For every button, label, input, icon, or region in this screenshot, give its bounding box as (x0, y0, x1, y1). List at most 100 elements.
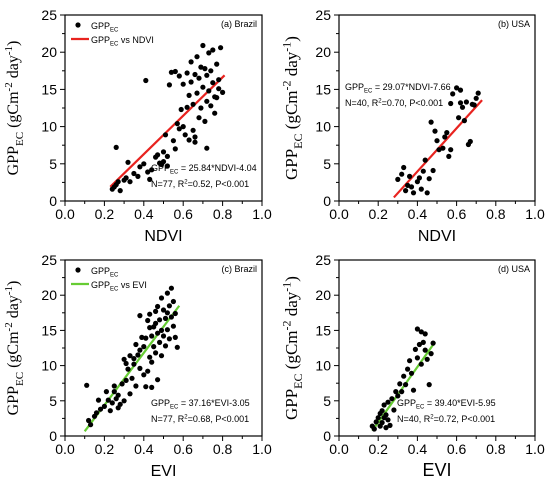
data-point (459, 104, 466, 110)
data-point (105, 397, 111, 403)
data-point (164, 163, 170, 169)
data-point (166, 336, 172, 342)
data-point (143, 384, 149, 390)
x-tick-label: 0.2 (368, 206, 388, 222)
data-point (121, 356, 127, 362)
data-point (418, 329, 424, 335)
legend-entry-label: GPPEC (91, 266, 119, 279)
x-axis-label: NDVI (144, 228, 182, 245)
data-point (471, 102, 477, 108)
data-point (149, 167, 155, 173)
data-point (381, 402, 387, 408)
data-point (158, 353, 165, 359)
x-tick-label: 1.0 (252, 441, 272, 457)
data-point (200, 84, 206, 90)
panel-label: (d) USA (498, 264, 530, 274)
data-point (133, 383, 139, 389)
panel-label: (a) Brazil (221, 19, 257, 29)
data-point (416, 175, 422, 181)
y-tick-label: 20 (41, 287, 57, 303)
x-tick-label: 0.0 (55, 441, 75, 457)
data-point (143, 335, 149, 341)
data-point (399, 389, 405, 395)
data-point (216, 77, 222, 83)
data-point (149, 384, 155, 390)
data-point (467, 138, 473, 145)
data-point (206, 50, 212, 56)
data-point (149, 359, 155, 365)
data-point (111, 383, 117, 389)
y-tick-label: 15 (41, 322, 57, 338)
data-point (170, 323, 176, 329)
data-point (444, 130, 450, 136)
y-tick-label: 25 (41, 7, 57, 23)
panel-b: 0.0 0.2 0.4 0.6 0.8 1.0 0 5 10 15 20 25 NDVI GPPEC (g… (280, 7, 545, 245)
y-tick-label: 10 (41, 358, 57, 374)
data-point (391, 407, 397, 413)
data-point (135, 352, 141, 358)
data-point (202, 118, 208, 124)
plot-frame (338, 14, 536, 202)
data-point (139, 334, 145, 340)
data-point (434, 138, 440, 144)
data-point (408, 184, 415, 190)
data-point (407, 173, 413, 179)
data-point (210, 80, 216, 86)
y-tick-label: 0 (323, 193, 331, 209)
data-point (101, 403, 107, 409)
data-point (383, 425, 389, 431)
y-tick-label: 5 (49, 393, 57, 409)
y-tick-label: 10 (315, 358, 331, 374)
data-point (141, 372, 147, 378)
panel-label: (c) Brazil (222, 264, 258, 274)
legend-marker (75, 22, 81, 28)
data-point (162, 315, 169, 321)
data-point (422, 347, 428, 353)
data-point (393, 389, 399, 395)
data-point (151, 344, 157, 350)
y-tick-label: 10 (41, 119, 57, 135)
data-point (180, 81, 186, 87)
data-point (174, 121, 180, 127)
data-point (428, 119, 434, 125)
data-point (440, 145, 446, 151)
data-point (145, 317, 151, 324)
data-point (192, 139, 198, 145)
data-point (403, 382, 409, 388)
data-point (430, 167, 436, 174)
x-tick-label: 0.0 (55, 206, 75, 222)
data-point (457, 100, 464, 106)
x-tick-label: 0.8 (486, 441, 506, 457)
data-point (204, 145, 210, 151)
data-point (127, 391, 133, 397)
x-tick-label: 0.4 (134, 206, 154, 222)
data-point (385, 417, 391, 423)
x-tick-label: 0.4 (408, 206, 428, 222)
data-point (192, 134, 198, 140)
panel-label: (b) USA (498, 19, 530, 29)
x-tick-label: 1.0 (252, 206, 272, 222)
data-point (141, 344, 147, 350)
data-point (428, 351, 434, 357)
data-point (172, 68, 178, 75)
data-point (115, 405, 121, 411)
y-tick-label: 25 (315, 252, 331, 268)
y-tick-label: 15 (315, 322, 331, 338)
y-tick-label: 0 (49, 193, 57, 209)
data-point (204, 72, 210, 78)
data-point (403, 188, 409, 194)
data-point (123, 377, 129, 383)
data-point (153, 350, 159, 356)
x-tick-label: 0.6 (447, 206, 467, 222)
y-tick-label: 20 (315, 287, 331, 303)
data-point (162, 132, 169, 138)
data-point (457, 87, 464, 93)
data-point (220, 89, 226, 95)
data-point (164, 327, 170, 333)
data-point (210, 47, 216, 53)
x-tick-label: 0.8 (213, 206, 233, 222)
equation-label: GPPEC = 39.40*EVI-5.95 (397, 398, 496, 411)
data-point (158, 327, 165, 333)
